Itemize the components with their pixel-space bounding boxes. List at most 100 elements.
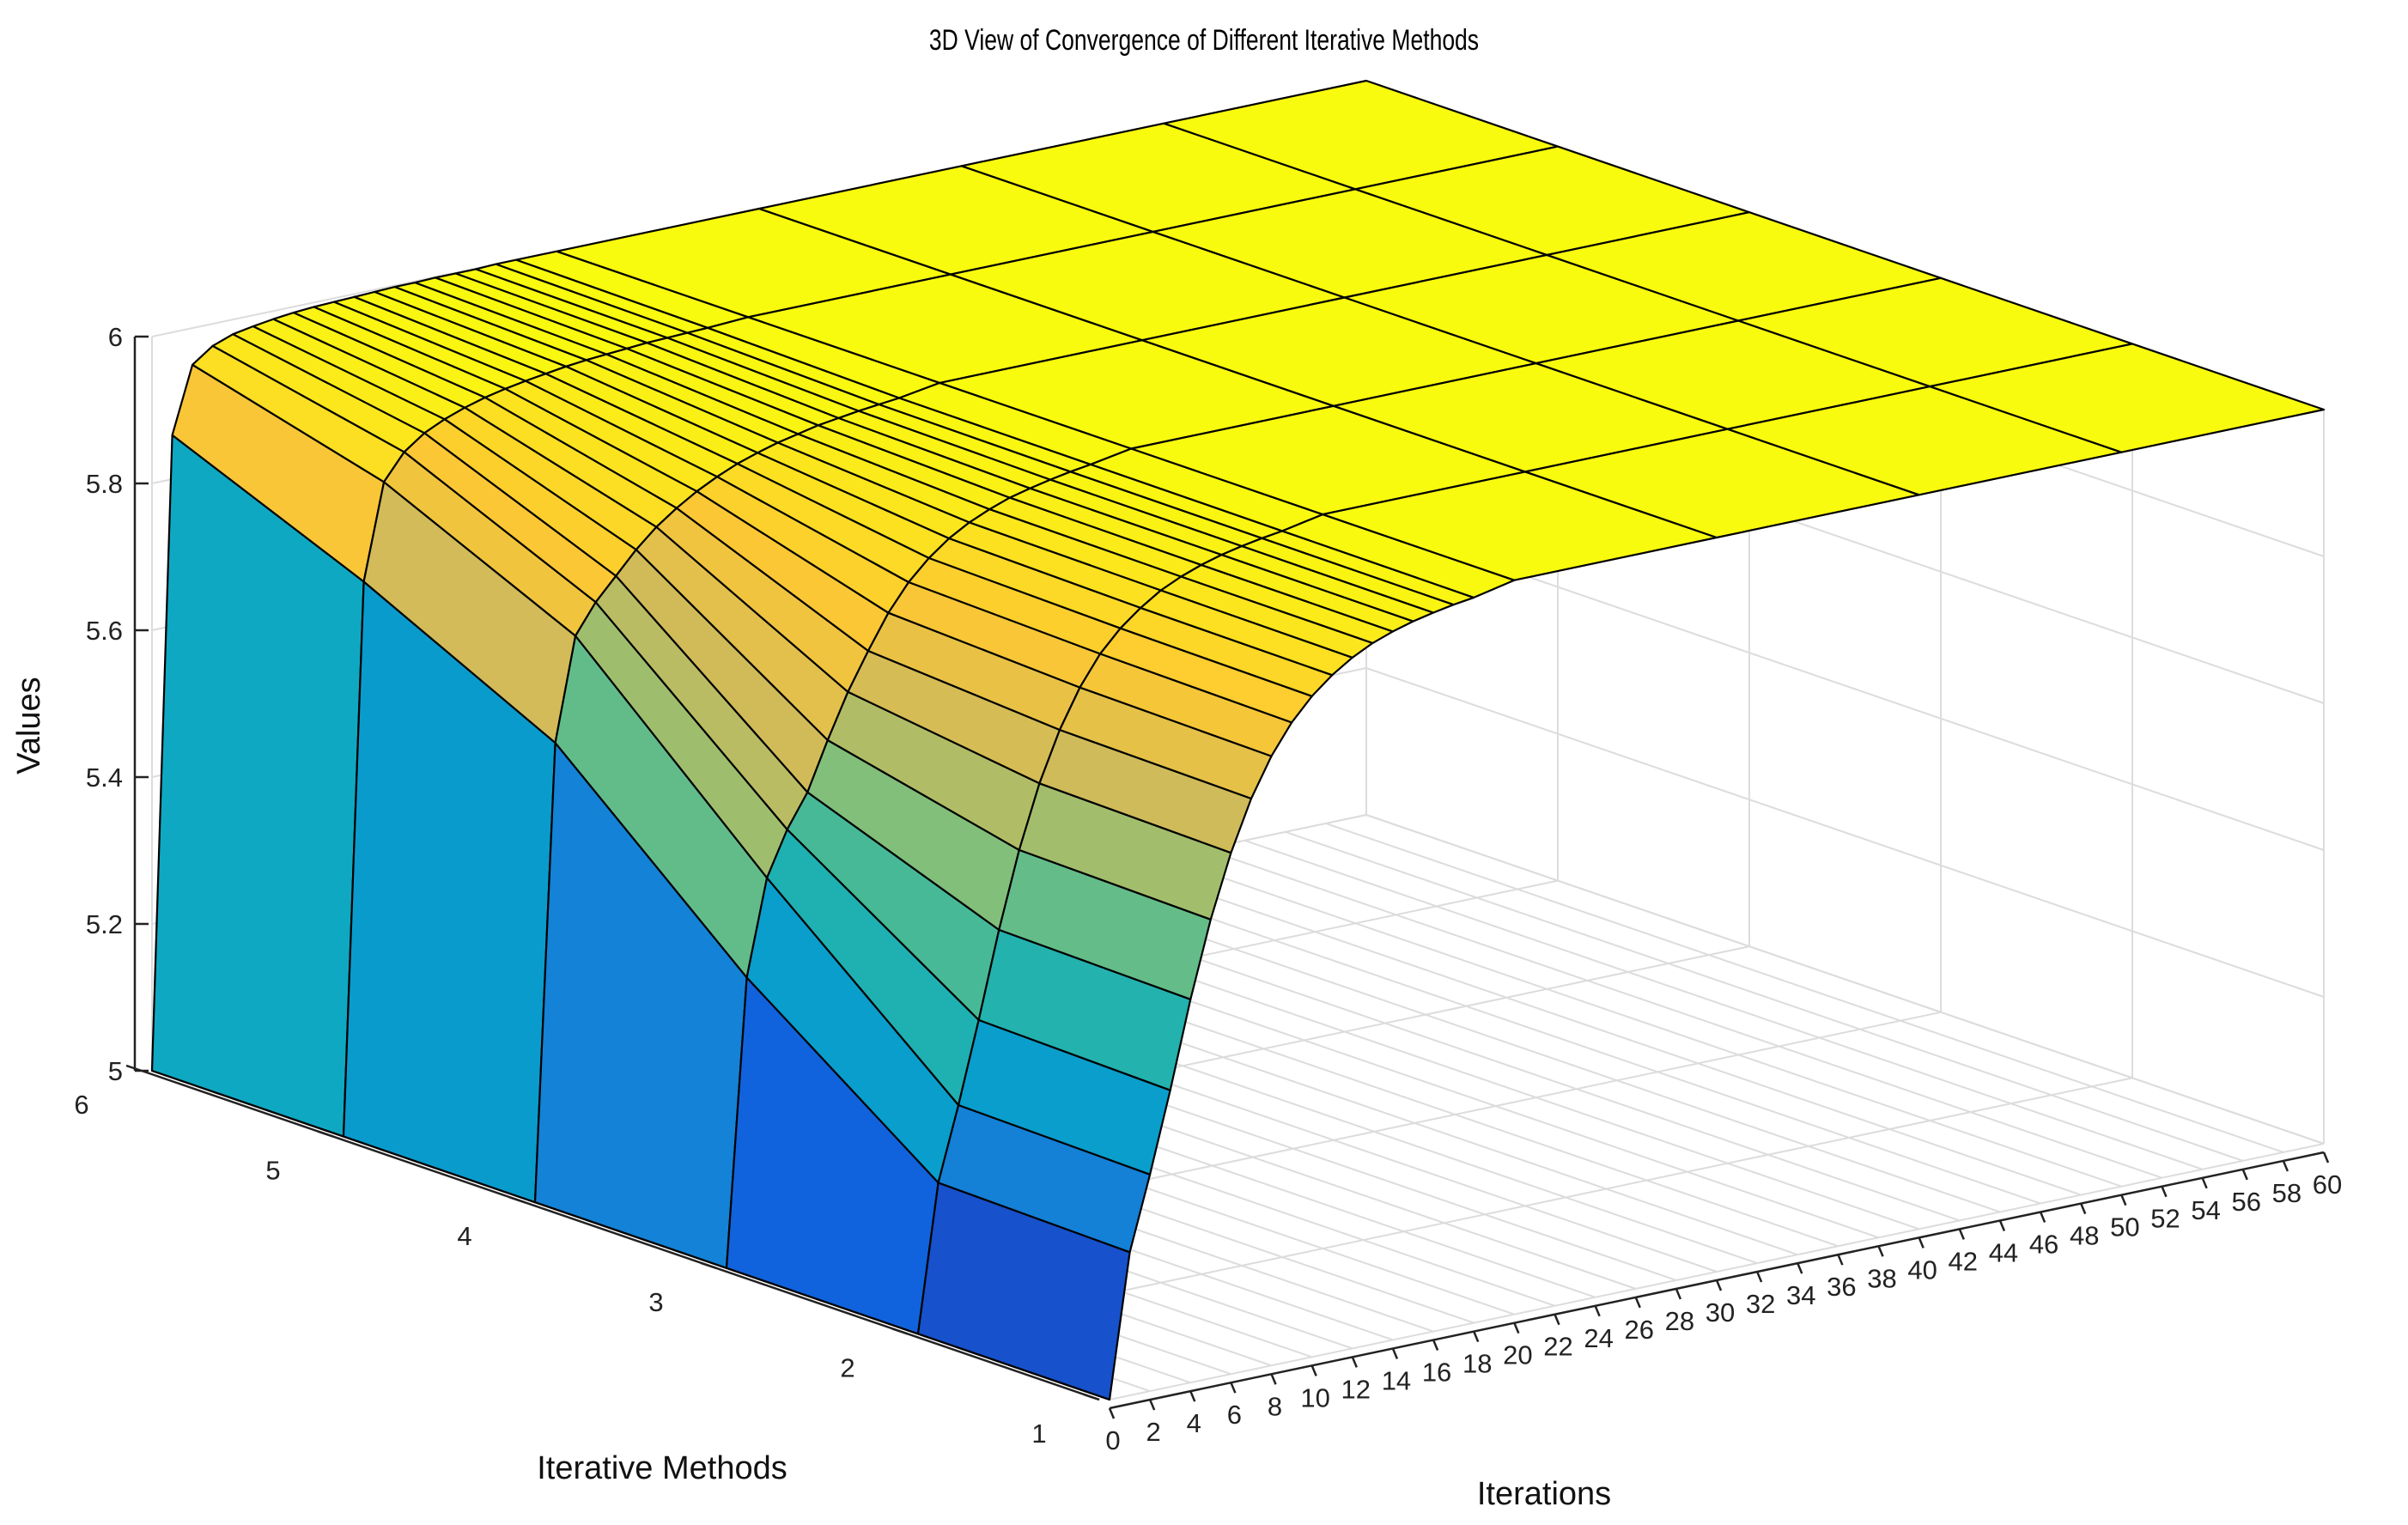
x-tick-mark xyxy=(2322,1151,2330,1163)
x-tick-label: 34 xyxy=(1786,1280,1815,1310)
x-axis-label: Iterations xyxy=(1477,1476,1611,1512)
x-tick-label: 4 xyxy=(1187,1408,1201,1438)
x-tick-label: 52 xyxy=(2150,1204,2180,1234)
x-tick-mark xyxy=(2080,1203,2087,1215)
y-tick-mark xyxy=(508,1196,526,1204)
floor-grid-line xyxy=(1204,848,2162,1179)
x-tick-mark xyxy=(2201,1177,2208,1189)
x-tick-label: 48 xyxy=(2070,1221,2099,1251)
x-tick-mark xyxy=(1755,1271,1763,1283)
x-tick-mark xyxy=(1432,1340,1439,1352)
y-tick-label: 2 xyxy=(840,1352,854,1382)
x-tick-label: 58 xyxy=(2272,1178,2302,1208)
z-tick-label: 5.6 xyxy=(86,616,123,646)
x-tick-label: 44 xyxy=(1989,1237,2018,1267)
z-tick-label: 5.8 xyxy=(86,469,123,499)
x-tick-mark xyxy=(1958,1228,1965,1240)
y-tick-mark xyxy=(317,1130,334,1138)
x-tick-label: 32 xyxy=(1746,1289,1775,1319)
x-tick-mark xyxy=(1230,1382,1237,1394)
floor-grid-line xyxy=(1164,856,2122,1188)
x-tick-label: 12 xyxy=(1341,1374,1371,1404)
surface-patch xyxy=(726,1267,919,1335)
x-tick-label: 22 xyxy=(1543,1332,1572,1362)
x-tick-mark xyxy=(1554,1314,1560,1326)
x-tick-label: 20 xyxy=(1503,1340,1532,1370)
floor-grid-line xyxy=(1109,1143,2325,1400)
x-tick-label: 38 xyxy=(1867,1263,1896,1293)
x-tick-label: 8 xyxy=(1268,1391,1282,1421)
x-tick-mark xyxy=(1108,1407,1116,1419)
z-axis-label: Values xyxy=(11,677,47,774)
x-tick-label: 18 xyxy=(1462,1349,1492,1379)
x-tick-label: 24 xyxy=(1584,1323,1613,1353)
y-tick-label: 6 xyxy=(74,1090,88,1120)
x-tick-label: 14 xyxy=(1382,1365,1411,1395)
x-tick-mark xyxy=(1797,1262,1803,1274)
x-tick-mark xyxy=(1675,1288,1682,1300)
x-tick-mark xyxy=(1391,1347,1399,1359)
x-tick-mark xyxy=(1634,1297,1641,1309)
x-tick-label: 36 xyxy=(1827,1272,1856,1302)
wall-grid-line xyxy=(1365,667,2325,998)
z-tick-label: 5 xyxy=(108,1056,123,1086)
y-axis-line xyxy=(141,1069,1100,1401)
x-tick-label: 42 xyxy=(1949,1246,1978,1276)
y-tick-mark xyxy=(700,1261,717,1269)
x-tick-label: 0 xyxy=(1105,1425,1120,1455)
y-tick-label: 4 xyxy=(457,1221,471,1251)
x-tick-mark xyxy=(2241,1169,2248,1181)
surface-patch xyxy=(534,1201,727,1269)
x-tick-mark xyxy=(2039,1212,2046,1224)
surface-patch xyxy=(343,1135,536,1204)
x-tick-label: 10 xyxy=(1300,1382,1329,1413)
x-tick-label: 60 xyxy=(2313,1170,2342,1200)
wall-grid-line xyxy=(1365,814,2325,1145)
tick-labels: 0 2 4 6 8 10 12 14 16 18 20 22 24 26 28 30 32 34 36 38 40 42 4… xyxy=(74,322,2342,1455)
x-tick-mark xyxy=(1148,1399,1156,1411)
x-tick-mark xyxy=(1715,1279,1723,1291)
x-tick-mark xyxy=(1473,1331,1480,1343)
z-tick-label: 5.2 xyxy=(86,909,123,939)
y-axis-label: Iterative Methods xyxy=(537,1450,787,1486)
floor-grid-line xyxy=(1122,865,2082,1196)
x-tick-mark xyxy=(1998,1219,2006,1231)
y-tick-mark xyxy=(1083,1393,1100,1401)
y-tick-label: 1 xyxy=(1031,1419,1046,1449)
surface-patch xyxy=(1929,343,2326,453)
z-tick-label: 6 xyxy=(108,322,123,352)
surface xyxy=(150,79,2326,1401)
x-tick-label: 30 xyxy=(1706,1297,1735,1328)
x-tick-mark xyxy=(1877,1245,1884,1257)
x-tick-label: 50 xyxy=(2110,1212,2139,1242)
x-tick-mark xyxy=(2282,1160,2289,1172)
x-tick-mark xyxy=(1351,1356,1358,1368)
surface-patch xyxy=(151,1069,344,1138)
x-tick-mark xyxy=(1310,1364,1317,1376)
x-tick-mark xyxy=(1918,1236,1925,1249)
axes xyxy=(125,335,2330,1419)
x-tick-label: 28 xyxy=(1665,1306,1694,1336)
x-tick-label: 56 xyxy=(2231,1187,2260,1217)
surface-patch xyxy=(917,1333,1110,1401)
z-tick-label: 5.4 xyxy=(86,762,123,793)
y-tick-label: 3 xyxy=(648,1287,663,1317)
x-tick-label: 40 xyxy=(1907,1255,1937,1285)
x-tick-mark xyxy=(2161,1186,2168,1198)
x-tick-label: 2 xyxy=(1146,1417,1161,1447)
floor-grid-line xyxy=(1285,830,2244,1162)
floor-grid-line xyxy=(1244,839,2203,1170)
x-tick-label: 26 xyxy=(1624,1315,1653,1345)
x-tick-mark xyxy=(1270,1373,1277,1385)
floor-grid-line xyxy=(1325,822,2284,1153)
floor-grid-line xyxy=(1082,873,2041,1205)
x-tick-mark xyxy=(1513,1322,1520,1334)
y-tick-label: 5 xyxy=(265,1156,280,1186)
chart-title: 3D View of Convergence of Different Iter… xyxy=(929,24,1479,57)
x-tick-label: 16 xyxy=(1422,1358,1451,1388)
x-tick-mark xyxy=(1189,1390,1196,1402)
x-tick-mark xyxy=(2120,1194,2127,1206)
x-tick-label: 6 xyxy=(1227,1400,1242,1430)
x-tick-label: 54 xyxy=(2191,1195,2220,1225)
